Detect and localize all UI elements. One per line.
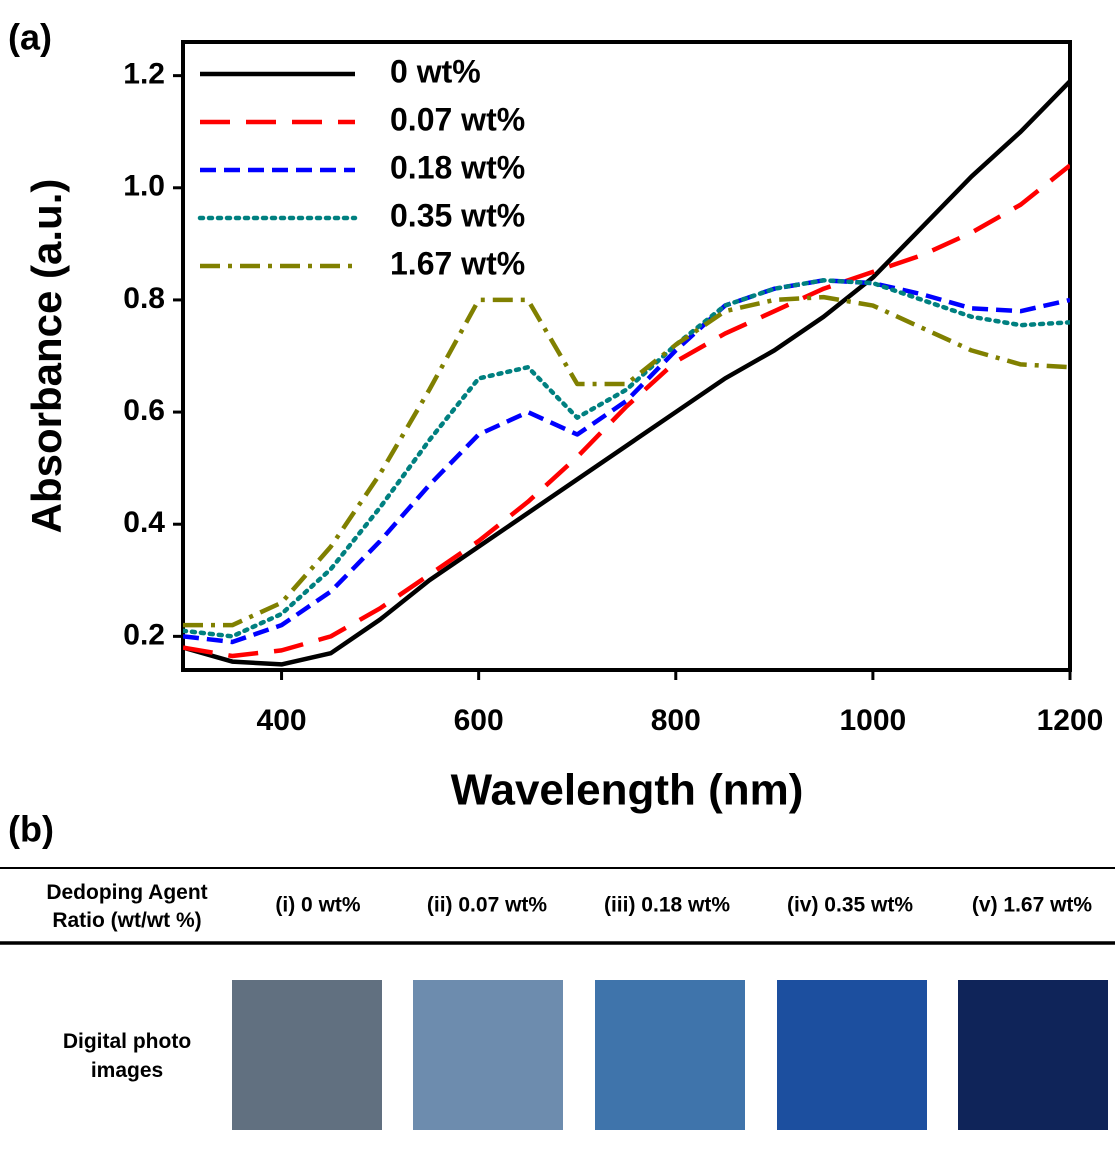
y-axis-label: Absorbance (a.u.) bbox=[23, 179, 70, 534]
plot-lines bbox=[183, 79, 1070, 667]
legend-label: 1.67 wt% bbox=[390, 245, 525, 281]
series-line bbox=[183, 163, 1070, 659]
plot-frame bbox=[181, 40, 1072, 672]
panel-label: (a) bbox=[8, 17, 52, 58]
y-tick-label: 1.0 bbox=[123, 170, 165, 203]
column-header: (i) 0 wt% bbox=[275, 894, 360, 917]
column-header: (iii) 0.18 wt% bbox=[604, 894, 730, 917]
panel-label: (b) bbox=[8, 809, 54, 850]
series-line bbox=[183, 294, 1070, 628]
column-header-label: Dedoping Agent Ratio (wt/wt %) bbox=[46, 881, 207, 932]
x-tick-label: 1000 bbox=[840, 704, 907, 737]
x-tick-label: 1200 bbox=[1037, 704, 1104, 737]
x-axis-label: Wavelength (nm) bbox=[451, 766, 804, 815]
legend-label: 0.18 wt% bbox=[390, 149, 525, 185]
column-header: (v) 1.67 wt% bbox=[972, 894, 1093, 917]
row-label: Digital photo images bbox=[63, 1030, 191, 1082]
series-line bbox=[183, 278, 1070, 639]
column-header: (ii) 0.07 wt% bbox=[427, 894, 548, 917]
photo bbox=[232, 980, 382, 1130]
y-tick-label: 0.4 bbox=[123, 506, 165, 539]
x-tick-label: 800 bbox=[651, 704, 701, 737]
y-tick-label: 0.2 bbox=[123, 618, 165, 651]
y-tick-label: 0.8 bbox=[123, 282, 165, 315]
photo bbox=[595, 980, 745, 1130]
column-header: (iv) 0.35 wt% bbox=[787, 894, 913, 917]
x-tick-label: 400 bbox=[257, 704, 307, 737]
series-line bbox=[183, 79, 1070, 667]
photo bbox=[777, 980, 927, 1130]
legend-label: 0 wt% bbox=[390, 53, 481, 89]
photo bbox=[413, 980, 563, 1130]
legend-label: 0.07 wt% bbox=[390, 101, 525, 137]
y-tick-label: 1.2 bbox=[123, 58, 165, 91]
x-tick-label: 600 bbox=[454, 704, 504, 737]
legend-label: 0.35 wt% bbox=[390, 197, 525, 233]
photo bbox=[958, 980, 1108, 1130]
y-tick-label: 0.6 bbox=[123, 394, 165, 427]
